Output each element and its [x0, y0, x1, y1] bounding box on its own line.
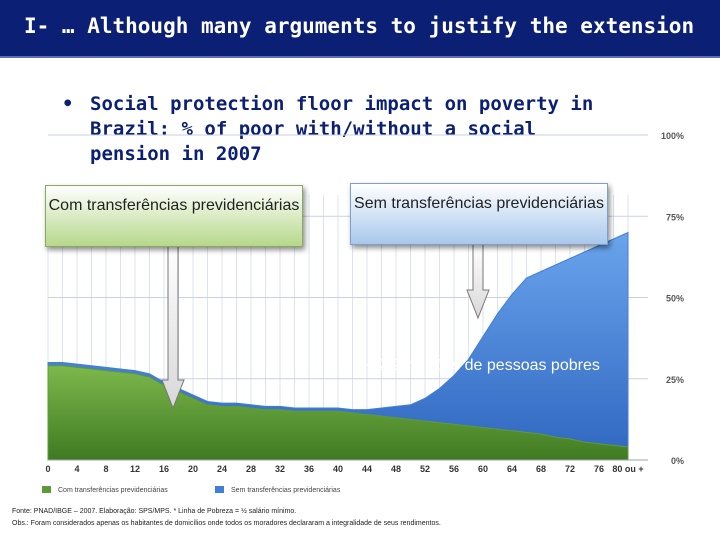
x-tick-label: 16 [159, 464, 169, 474]
title-bar: I- … Although many arguments to justify … [0, 0, 720, 58]
x-tick-label: 56 [449, 464, 459, 474]
y-tick-label: 25% [666, 375, 684, 385]
x-tick-label: 36 [304, 464, 314, 474]
legend-swatch-0 [42, 486, 51, 493]
legend-swatch-1 [215, 486, 224, 493]
x-tick-label: 76 [594, 464, 604, 474]
x-tick-label: 12 [130, 464, 140, 474]
area-series-0 [47, 365, 629, 461]
x-tick-label: 40 [333, 464, 343, 474]
x-tick-label: 60 [478, 464, 488, 474]
arrow-without-transfers [466, 243, 490, 320]
x-tick-label: 8 [103, 464, 108, 474]
x-tick-label: 80 ou + [612, 464, 643, 474]
x-tick-label: 72 [565, 464, 575, 474]
x-tick-label: 20 [188, 464, 198, 474]
y-tick-label: 100% [661, 131, 684, 141]
legend-label-1: Sem transferências previdenciárias [231, 487, 341, 494]
x-tick-label: 4 [74, 464, 79, 474]
callout-without-transfers-text: Sem transferências previdenciárias [354, 195, 604, 212]
x-tick-label: 52 [420, 464, 430, 474]
legend-label-0: Com transferências previdenciárias [58, 487, 168, 494]
callout-with-transfers-text: Com transferências previdenciárias [48, 197, 300, 214]
x-tick-label: 48 [391, 464, 401, 474]
x-tick-label: 28 [246, 464, 256, 474]
x-tick-label: 32 [275, 464, 285, 474]
y-tick-label: 50% [666, 294, 684, 304]
callout-without-transfers: Sem transferências previdenciárias [350, 183, 608, 245]
x-tick-label: 64 [507, 464, 517, 474]
callout-with-transfers: Com transferências previdenciárias [45, 185, 303, 247]
footnote-source: Fonte: PNAD/IBGE – 2007. Elaboração: SPS… [12, 508, 297, 515]
footnote-note: Obs.: Foram considerados apenas os habit… [12, 520, 441, 527]
page-title: I- … Although many arguments to justify … [24, 14, 695, 38]
x-tick-label: 68 [536, 464, 546, 474]
x-tick-label: 24 [217, 464, 227, 474]
difference-annotation: +22,2 milhões de pessoas pobres [360, 357, 600, 374]
y-tick-label: 0% [671, 456, 684, 466]
x-tick-label: 0 [45, 464, 50, 474]
arrow-with-transfers [161, 245, 185, 410]
y-tick-label: 75% [666, 212, 684, 222]
bullet-marker: • [62, 93, 74, 115]
x-tick-label: 44 [362, 464, 372, 474]
